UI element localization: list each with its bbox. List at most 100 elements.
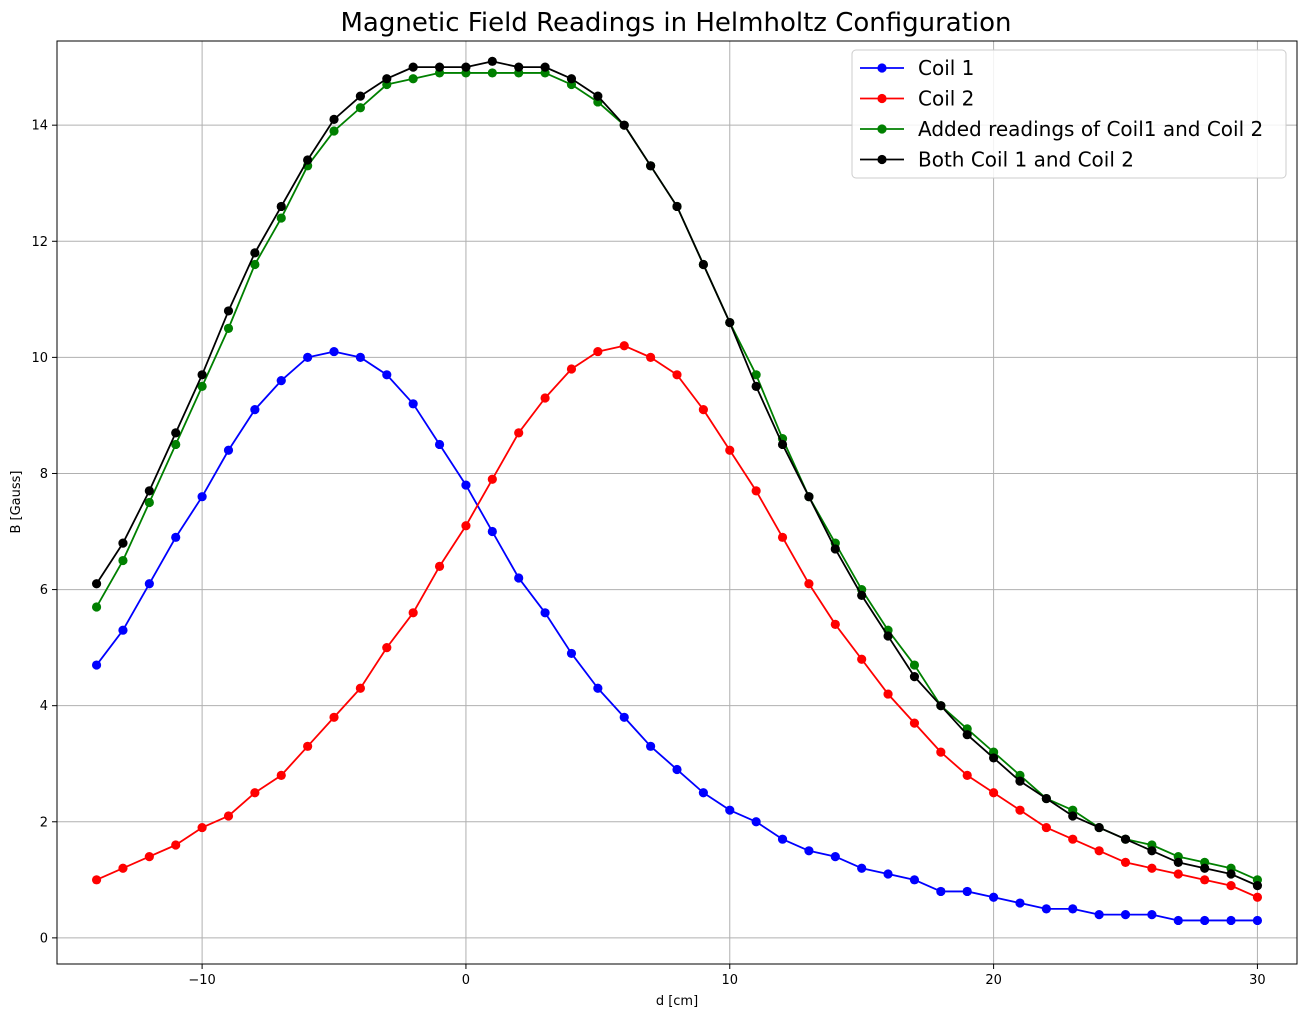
data-point: [698, 405, 708, 415]
data-point: [593, 346, 603, 357]
data-point: [91, 660, 102, 670]
series-2: [91, 341, 1263, 902]
data-point: [1041, 793, 1051, 804]
data-point: [1252, 892, 1263, 902]
data-point: [434, 439, 445, 450]
data-point: [1226, 881, 1236, 891]
data-point: [144, 486, 154, 496]
data-point: [434, 62, 445, 72]
data-point: [1252, 881, 1263, 891]
y-axis-label: B [Gauss]: [9, 470, 24, 533]
data-point: [540, 393, 550, 403]
legend-box: [851, 49, 1287, 179]
legend-item: Coil 1: [860, 56, 974, 80]
data-point: [883, 689, 893, 699]
data-point: [276, 770, 286, 780]
data-point: [223, 323, 234, 333]
plot-area: [56, 40, 1298, 965]
y-axis: 0 2 4 6 8 10 12 14: [31, 119, 57, 946]
data-point: [804, 579, 814, 589]
data-point: [1120, 834, 1131, 844]
data-point: [1226, 869, 1236, 879]
data-point: [171, 428, 181, 438]
data-point: [303, 352, 313, 362]
data-point: [1094, 822, 1104, 833]
y-tick-label: 14: [31, 119, 48, 134]
data-point: [777, 439, 788, 450]
data-point: [487, 474, 497, 484]
data-point: [355, 103, 365, 113]
data-point: [382, 370, 392, 380]
data-point: [1173, 857, 1183, 868]
data-point: [1041, 822, 1051, 833]
data-point: [461, 480, 471, 490]
data-point: [171, 532, 181, 542]
data-point: [1147, 863, 1157, 873]
data-point: [804, 846, 814, 856]
data-point: [329, 346, 339, 357]
data-point: [1120, 857, 1131, 868]
data-point: [1226, 915, 1236, 926]
legend-swatch-marker: [877, 93, 887, 104]
data-point: [1015, 805, 1025, 815]
data-point: [1173, 869, 1183, 879]
data-point: [1015, 776, 1025, 786]
x-tick-label: 0: [462, 973, 470, 988]
data-point: [461, 521, 471, 531]
series-4: [91, 56, 1263, 891]
data-point: [303, 155, 313, 165]
data-point: [118, 625, 128, 635]
data-point: [962, 886, 972, 897]
data-point: [883, 869, 893, 879]
data-point: [909, 875, 920, 885]
data-point: [672, 370, 682, 380]
data-point: [303, 741, 313, 751]
legend-label: Coil 2: [918, 87, 974, 111]
data-point: [962, 770, 972, 780]
data-point: [619, 120, 629, 130]
data-point: [672, 201, 682, 212]
data-point: [909, 660, 920, 670]
data-point: [1200, 863, 1210, 873]
data-point: [936, 701, 946, 711]
data-point: [276, 213, 286, 223]
data-point: [566, 364, 577, 374]
data-point: [197, 822, 207, 833]
data-point: [223, 811, 234, 821]
data-point: [329, 126, 339, 136]
data-point: [171, 439, 181, 450]
data-point: [1068, 834, 1078, 844]
data-point: [830, 544, 840, 554]
x-axis: −10 0 10 20 30: [188, 964, 1266, 988]
data-point: [197, 381, 207, 391]
data-point: [725, 317, 735, 328]
data-point: [118, 863, 128, 873]
grid: [57, 41, 1297, 964]
data-point: [514, 62, 524, 72]
data-point: [276, 201, 286, 212]
data-point: [883, 631, 893, 641]
data-point: [751, 381, 761, 391]
data-point: [540, 608, 550, 618]
data-point: [91, 579, 102, 589]
data-point: [487, 56, 497, 66]
data-point: [1094, 846, 1104, 856]
data-point: [250, 248, 260, 258]
x-axis-label: d [cm]: [656, 994, 698, 1009]
y-tick-label: 0: [40, 931, 48, 946]
data-point: [144, 579, 154, 589]
data-point: [329, 114, 339, 124]
data-point: [487, 68, 497, 78]
data-point: [909, 672, 920, 682]
data-point: [1147, 910, 1157, 920]
data-point: [989, 788, 999, 798]
data-point: [857, 654, 867, 664]
data-point: [514, 573, 524, 583]
data-point: [698, 259, 708, 270]
legend-swatch-marker: [877, 124, 887, 134]
y-tick-label: 12: [31, 235, 48, 250]
data-point: [725, 445, 735, 455]
data-point: [1094, 910, 1104, 920]
data-point: [223, 445, 234, 455]
